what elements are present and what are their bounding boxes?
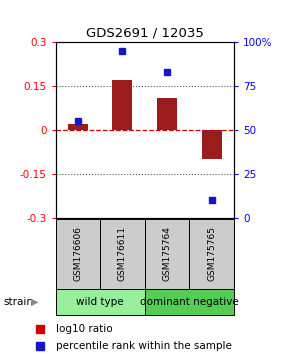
Bar xyxy=(100,219,145,289)
Bar xyxy=(202,130,222,159)
Text: GSM175765: GSM175765 xyxy=(207,227,216,281)
Bar xyxy=(145,289,234,315)
Bar xyxy=(145,219,189,289)
Text: log10 ratio: log10 ratio xyxy=(56,324,112,334)
Text: GSM175764: GSM175764 xyxy=(163,227,172,281)
Text: ▶: ▶ xyxy=(31,297,38,307)
Bar xyxy=(56,219,100,289)
Text: wild type: wild type xyxy=(76,297,124,307)
Bar xyxy=(112,80,133,130)
Text: percentile rank within the sample: percentile rank within the sample xyxy=(56,341,231,350)
Bar xyxy=(157,98,177,130)
Bar xyxy=(189,219,234,289)
Text: GSM176606: GSM176606 xyxy=(73,227,82,281)
Bar xyxy=(56,289,145,315)
Title: GDS2691 / 12035: GDS2691 / 12035 xyxy=(86,27,204,40)
Bar xyxy=(68,124,88,130)
Text: GSM176611: GSM176611 xyxy=(118,227,127,281)
Text: strain: strain xyxy=(3,297,33,307)
Text: dominant negative: dominant negative xyxy=(140,297,239,307)
